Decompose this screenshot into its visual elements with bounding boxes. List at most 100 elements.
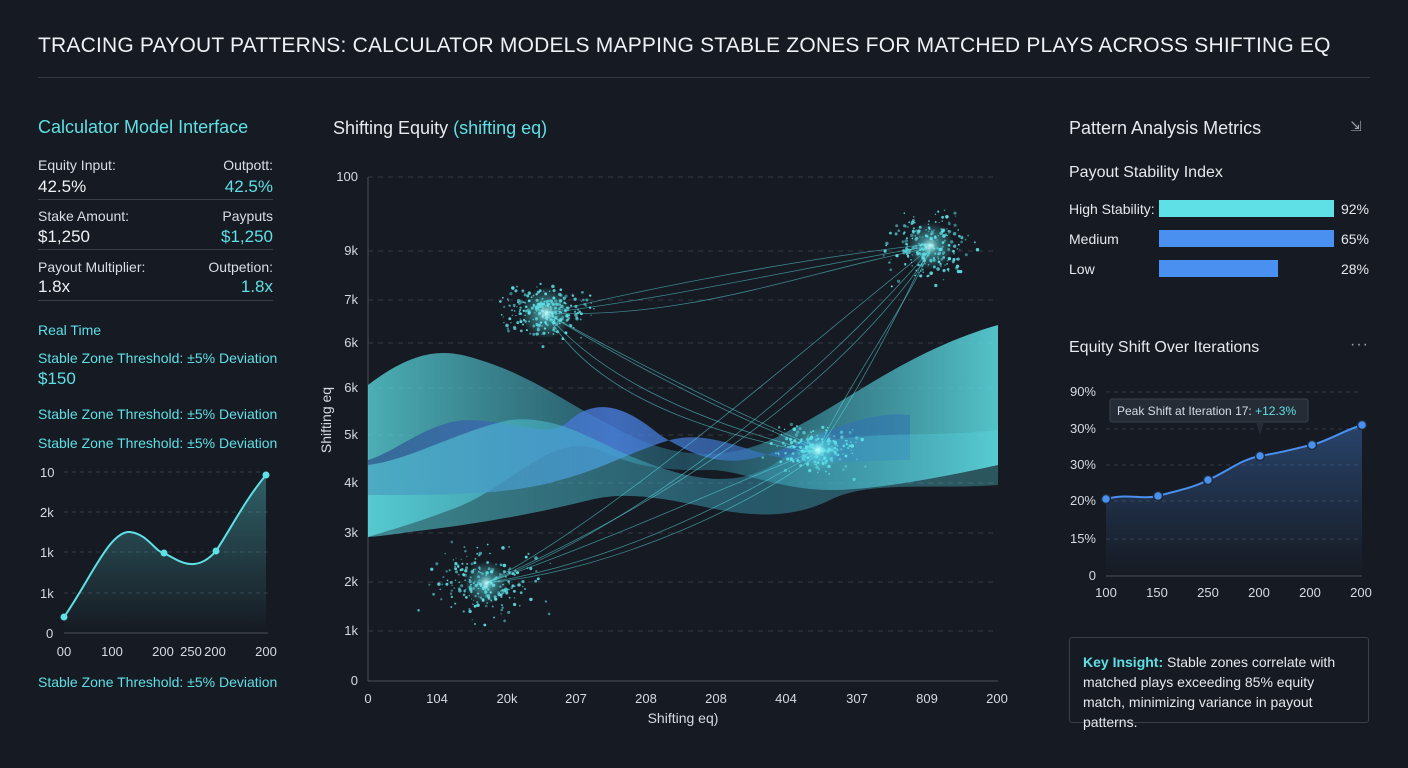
scatter-dot	[516, 321, 520, 325]
scatter-dot	[955, 257, 959, 261]
scatter-dot	[946, 268, 950, 271]
y-tick: 3k	[344, 525, 358, 540]
scatter-dot	[864, 465, 867, 468]
scatter-dot	[536, 286, 538, 288]
cluster-center[interactable]	[906, 222, 954, 270]
more-dots-icon[interactable]: ···	[1350, 336, 1369, 353]
scatter-dot	[468, 609, 472, 614]
peak-tooltip: Peak Shift at Iteration 17: +12.3%	[1109, 398, 1309, 435]
stake-amount-value[interactable]: $1,250	[38, 227, 90, 246]
scatter-dot	[454, 602, 457, 605]
scatter-dot	[914, 274, 916, 277]
scatter-dot	[922, 271, 925, 274]
scatter-dot	[511, 314, 513, 316]
scatter-dot	[788, 437, 793, 441]
scatter-dot	[465, 596, 468, 599]
scatter-dot	[851, 428, 854, 431]
scatter-dot	[507, 329, 510, 333]
scatter-dot	[445, 570, 448, 573]
mini-x-tick: 250	[180, 644, 202, 659]
scatter-dot	[838, 457, 842, 461]
mini-point[interactable]	[212, 547, 220, 555]
scatter-dot	[508, 567, 512, 570]
scatter-dot	[448, 569, 451, 572]
expand-arrow-icon[interactable]: ⇲	[1350, 118, 1362, 134]
scatter-dot	[454, 567, 458, 571]
output-label: Outpott:	[223, 157, 273, 173]
scatter-dot	[450, 606, 453, 608]
scatter-dot	[499, 563, 503, 567]
scatter-dot	[506, 298, 509, 300]
mini-y-tick: 0	[46, 626, 53, 641]
cluster-center[interactable]	[464, 561, 508, 605]
threshold-value: $150	[38, 369, 76, 388]
scatter-dot	[500, 604, 504, 607]
x-tick: 307	[846, 691, 868, 706]
scatter-dot	[934, 221, 937, 223]
scatter-dot	[512, 602, 517, 607]
scatter-dot	[474, 558, 477, 560]
scatter-dot	[956, 269, 961, 274]
mini-point[interactable]	[60, 613, 68, 621]
y-tick: 2k	[344, 574, 358, 589]
scatter-dot	[561, 337, 565, 341]
bar-pct-medium: 65%	[1340, 231, 1369, 247]
scatter-dot	[503, 619, 506, 623]
scatter-dot	[958, 234, 961, 238]
scatter-dot	[888, 261, 891, 264]
scatter-dot	[769, 441, 773, 446]
cluster-center[interactable]	[796, 428, 840, 472]
tooltip-text: Peak Shift at Iteration 17:	[1117, 404, 1255, 418]
scatter-dot	[907, 226, 909, 228]
shift-point[interactable]	[1254, 450, 1266, 462]
scatter-dot	[885, 241, 889, 246]
svg-text:Peak Shift at Iteration 17: +1: Peak Shift at Iteration 17: +12.3%	[1117, 404, 1296, 418]
scatter-dot	[428, 583, 431, 586]
scatter-dot	[846, 446, 850, 450]
scatter-dot	[894, 232, 898, 236]
scatter-dot	[486, 543, 489, 546]
payout-multiplier-label: Payout Multiplier:	[38, 259, 146, 275]
scatter-dot	[519, 329, 523, 333]
y-tick: 7k	[344, 292, 358, 307]
shift-point[interactable]	[1356, 419, 1368, 431]
scatter-dot	[798, 427, 802, 431]
scatter-dot	[453, 587, 456, 589]
shift-point[interactable]	[1152, 490, 1164, 502]
mini-point[interactable]	[262, 471, 270, 479]
shift-point[interactable]	[1100, 493, 1112, 505]
y-tick: 100	[336, 169, 358, 184]
payout-multiplier-value[interactable]: 1.8x	[38, 277, 71, 296]
shift-point[interactable]	[1202, 474, 1214, 486]
scatter-dot	[503, 305, 506, 309]
equity-input-value[interactable]: 42.5%	[38, 177, 87, 196]
scatter-dot	[910, 222, 913, 226]
scatter-dot	[780, 433, 783, 436]
scatter-dot	[514, 289, 518, 293]
scatter-dot	[855, 441, 857, 444]
scatter-dot	[911, 265, 913, 267]
scatter-dot	[457, 573, 460, 576]
mini-payout-chart: 10 2k 1k 1k 0 00 100 200 250 200 200	[40, 465, 277, 659]
scatter-dot	[437, 582, 441, 586]
row-divider	[38, 199, 273, 200]
cluster-center[interactable]	[520, 287, 572, 339]
scatter-dot	[502, 563, 507, 568]
scatter-dot	[918, 271, 920, 274]
scatter-dot	[519, 604, 521, 607]
mini-x-tick: 200	[204, 644, 226, 659]
scatter-dot	[508, 304, 511, 307]
scatter-dot	[860, 437, 864, 442]
bar-label-high: High Stability:	[1069, 201, 1155, 217]
scatter-dot	[516, 285, 518, 288]
scatter-dot	[466, 562, 469, 565]
scatter-dot	[513, 310, 516, 312]
scatter-dot	[960, 235, 964, 239]
scatter-dot	[775, 452, 777, 454]
scatter-dot	[967, 234, 970, 237]
mini-point[interactable]	[160, 549, 168, 557]
scatter-dot	[584, 304, 588, 307]
scatter-dot	[855, 436, 859, 440]
shift-point[interactable]	[1306, 439, 1318, 451]
scatter-dot	[973, 241, 977, 244]
